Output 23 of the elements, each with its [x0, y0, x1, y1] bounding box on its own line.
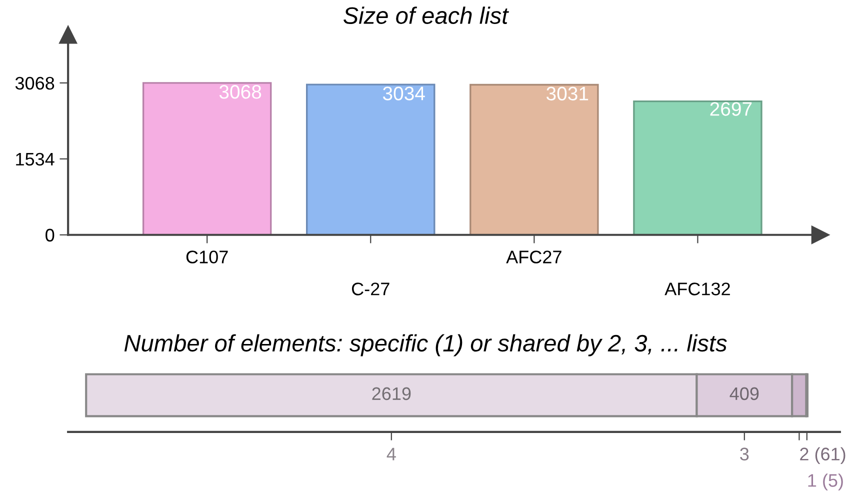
bar — [142, 82, 272, 235]
chart-title: Number of elements: specific (1) or shared by 2, 3, ... lists — [124, 334, 727, 356]
y-tick-label: 1534 — [16, 152, 54, 166]
bar — [306, 84, 436, 235]
x-tick-label: C-27 — [352, 282, 390, 296]
data-label: 2697 — [710, 102, 752, 116]
data-label: 3034 — [382, 86, 425, 100]
data-label: 3031 — [546, 86, 588, 100]
series-label: 2 (61) — [800, 447, 846, 464]
data-label: 409 — [730, 387, 759, 400]
series-label: 3 — [740, 448, 749, 460]
bar — [633, 100, 762, 235]
data-label: 2619 — [372, 387, 411, 400]
y-tick-label: 0 — [46, 228, 54, 242]
text: 1 (5) — [808, 474, 843, 490]
series-label: 4 — [386, 448, 396, 460]
x-tick-label: C107 — [186, 250, 228, 264]
x-tick-label: AFC132 — [664, 282, 730, 296]
bar — [470, 84, 599, 235]
data-label: 3068 — [219, 85, 262, 99]
chart-title: Size of each list — [343, 6, 509, 24]
x-tick-label: AFC27 — [506, 250, 562, 264]
y-tick-label: 3068 — [15, 76, 54, 90]
